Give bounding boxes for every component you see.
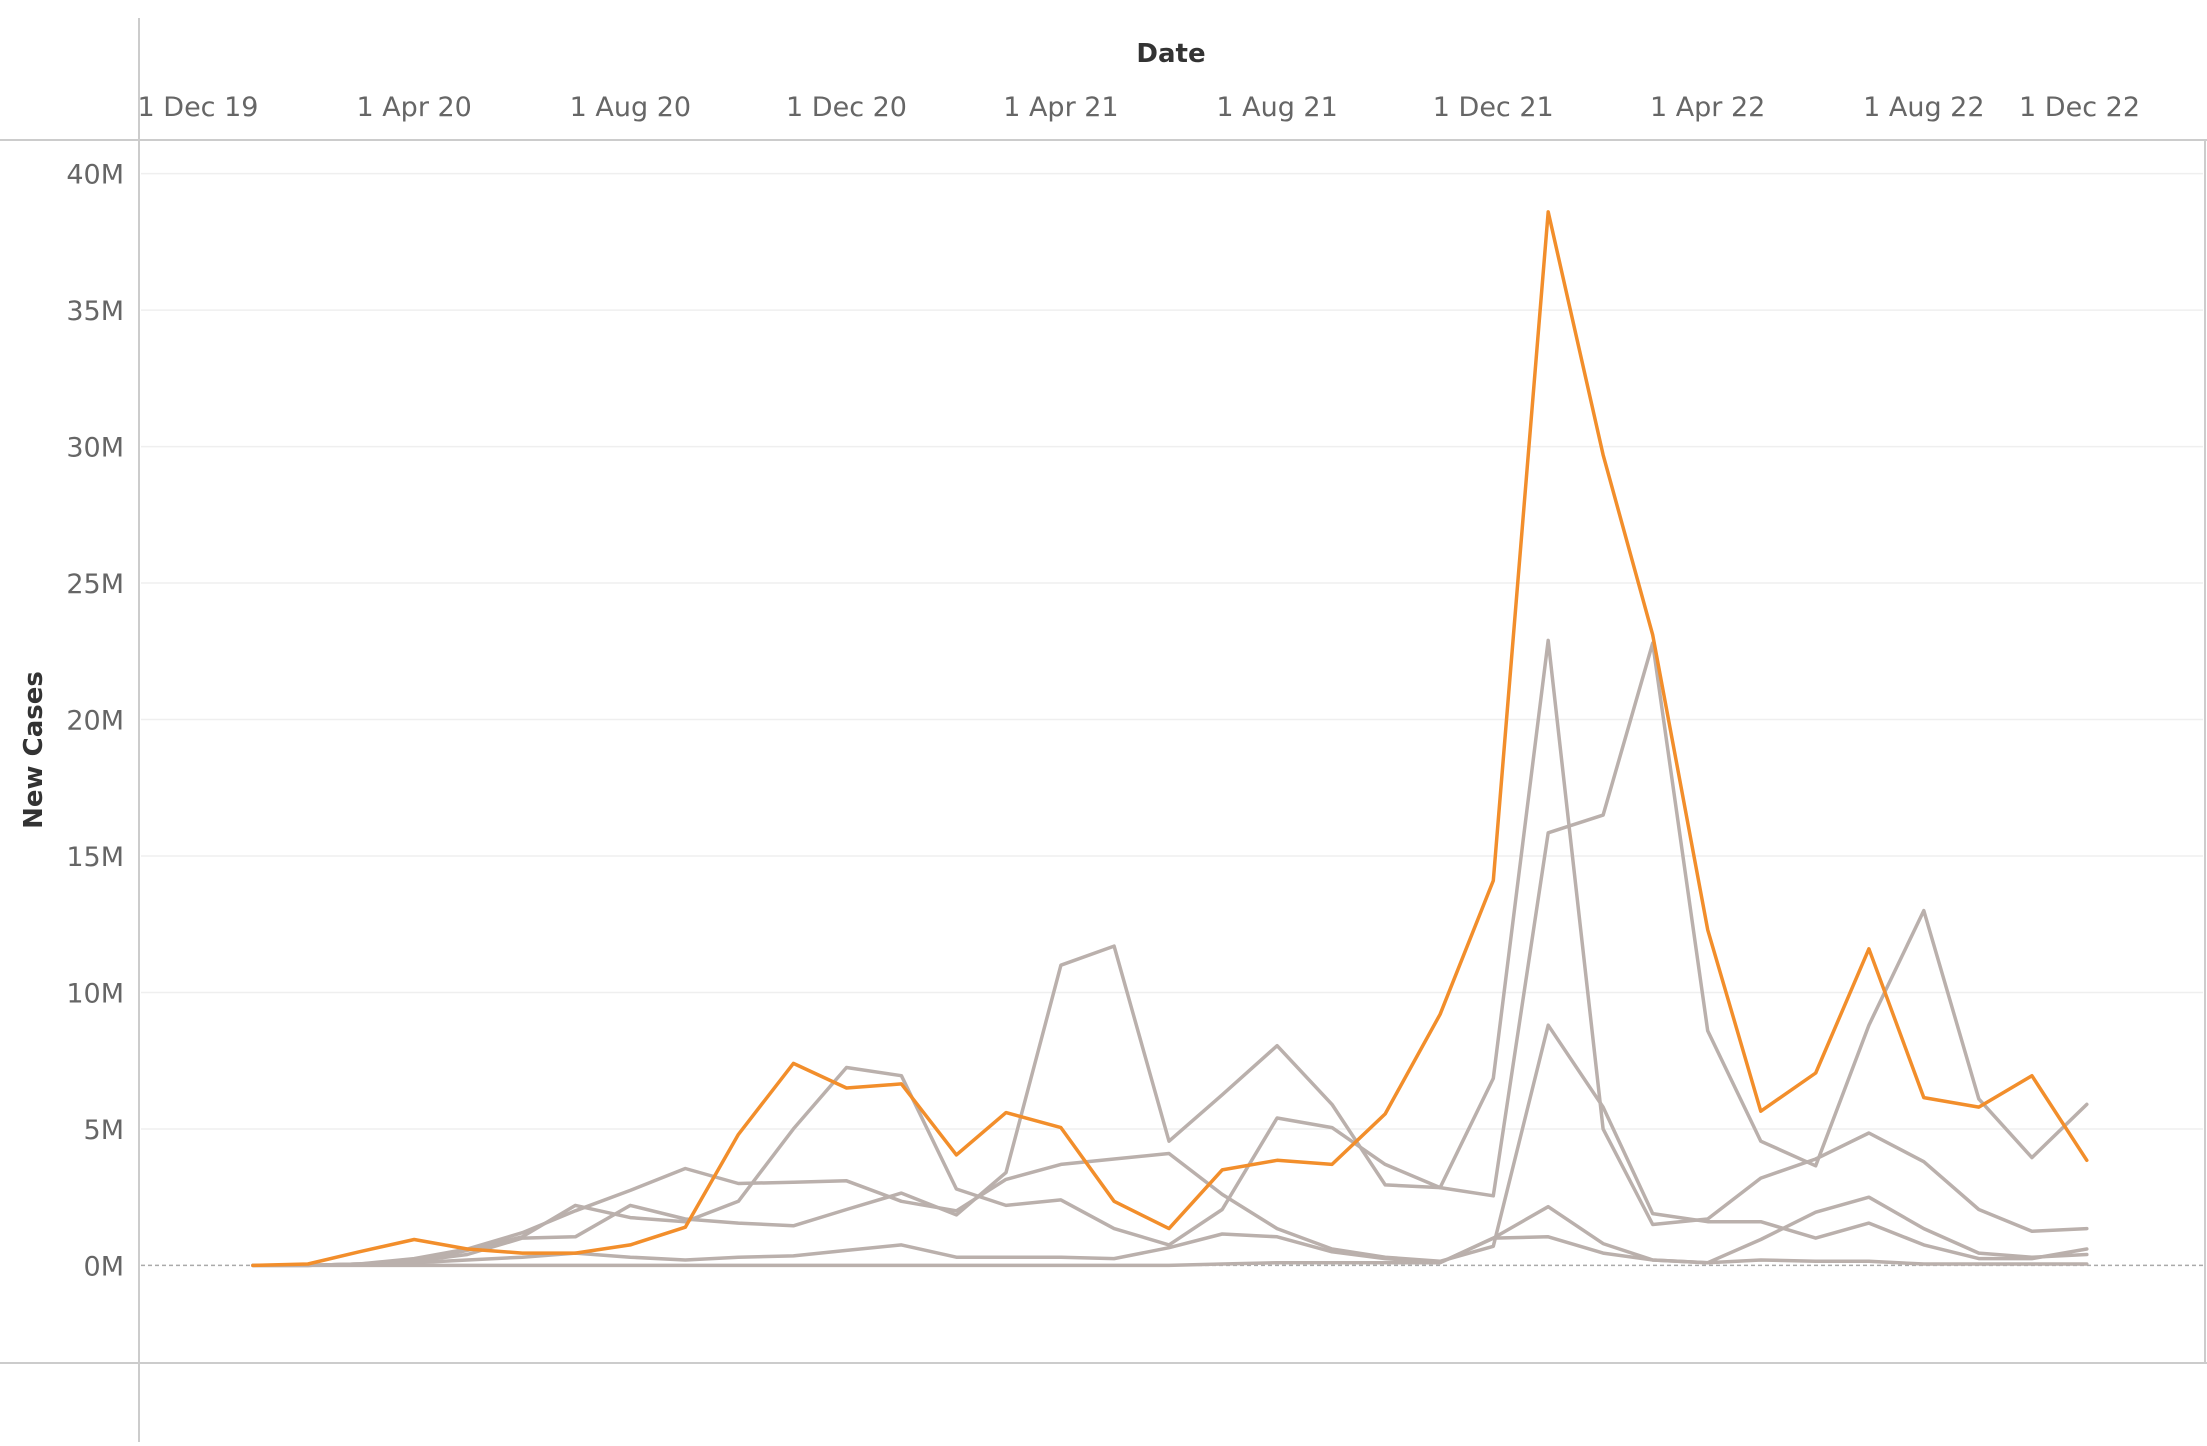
y-tick-label: 0M xyxy=(84,1251,124,1282)
x-tick-label: 1 Dec 21 xyxy=(1433,92,1554,123)
x-tick-label: 1 Aug 21 xyxy=(1216,92,1337,123)
y-tick-label: 5M xyxy=(84,1115,124,1146)
x-tick-label: 1 Dec 22 xyxy=(2019,92,2140,123)
series-line xyxy=(251,1235,2089,1268)
y-tick-label: 40M xyxy=(66,160,124,191)
y-tick-label: 30M xyxy=(66,433,124,464)
y-tick-label: 20M xyxy=(66,706,124,737)
x-axis-ticks: 1 Dec 19 1 Apr 20 1 Aug 20 1 Dec 20 1 Apr 21… xyxy=(138,92,2140,123)
grid-lines xyxy=(141,172,2203,1267)
y-axis-title: New Cases xyxy=(19,671,49,829)
x-tick-label: 1 Dec 19 xyxy=(138,92,259,123)
series-line xyxy=(251,638,2089,1268)
series-line xyxy=(251,1023,2089,1268)
x-tick-label: 1 Aug 20 xyxy=(570,92,691,123)
x-tick-label: 1 Dec 20 xyxy=(786,92,907,123)
x-axis-title: Date xyxy=(1136,39,1205,69)
series-line-highlighted xyxy=(251,210,2089,1268)
x-tick-label: 1 Apr 21 xyxy=(1003,92,1118,123)
y-tick-label: 25M xyxy=(66,569,124,600)
y-tick-label: 15M xyxy=(66,842,124,873)
y-tick-label: 10M xyxy=(66,978,124,1009)
series-line xyxy=(251,641,2089,1268)
y-axis-ticks: 0M 5M 10M 15M 20M 25M 30M 35M 40M xyxy=(66,160,124,1283)
x-tick-label: 1 Apr 22 xyxy=(1650,92,1765,123)
x-tick-label: 1 Apr 20 xyxy=(356,92,471,123)
chart-frame xyxy=(0,18,2207,1442)
y-tick-label: 35M xyxy=(66,296,124,327)
series-lines xyxy=(251,210,2089,1268)
x-tick-label: 1 Aug 22 xyxy=(1863,92,1984,123)
